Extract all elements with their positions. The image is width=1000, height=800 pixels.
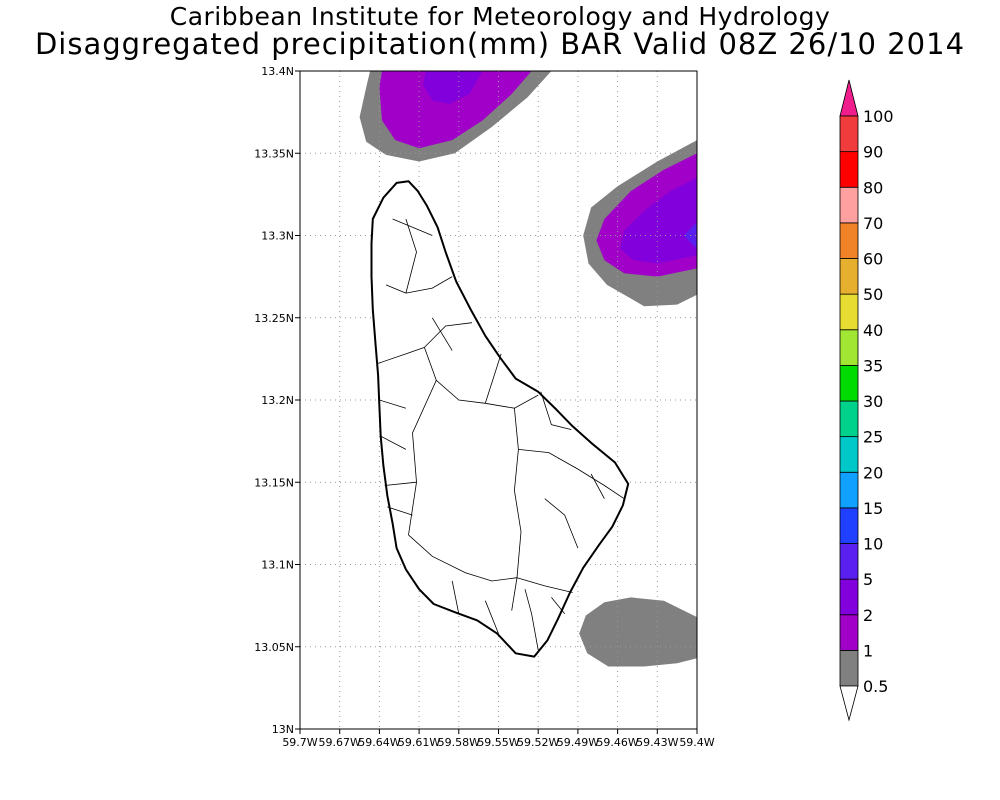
colorbar-label: 20 (863, 463, 883, 482)
parish-boundary-17 (380, 435, 407, 450)
parish-boundary-1 (376, 347, 425, 365)
lat-tick-label: 13.3N (261, 230, 294, 243)
colorbar-label: 40 (863, 321, 883, 340)
lon-tick-label: 59.61W (398, 736, 440, 749)
lon-tick-label: 59.67W (319, 736, 361, 749)
parish-boundary-19 (451, 580, 460, 614)
colorbar-label: 50 (863, 285, 883, 304)
lat-tick-label: 13.4N (261, 65, 294, 78)
lat-tick-label: 13.2N (261, 394, 294, 407)
parish-boundary-2 (424, 347, 486, 404)
lon-tick-label: 59.46W (596, 736, 638, 749)
parish-boundary-7 (384, 481, 417, 486)
chart-title-line1: Caribbean Institute for Meteorology and … (169, 2, 831, 31)
parish-boundary-11 (540, 391, 572, 430)
precip-area-1 (379, 71, 532, 149)
colorbar-box (839, 258, 859, 295)
colorbar-box (839, 400, 859, 438)
parish-boundary-12 (385, 284, 407, 294)
lat-tick-label: 13N (272, 723, 294, 736)
lat-axis: 13N 13.05N 13.1N 13.15N 13.2N 13.25N 13.3N 13.3… (254, 65, 300, 736)
parish-boundary-14 (405, 276, 453, 294)
colorbar-box (839, 436, 859, 473)
colorbar-label: 80 (863, 178, 883, 197)
colorbar-box (839, 649, 859, 687)
parish-boundary-5 (511, 408, 522, 611)
lon-tick-label: 59.52W (517, 736, 559, 749)
colorbar-label: 60 (863, 250, 883, 269)
parish-boundary-8 (408, 534, 518, 582)
precip-area-2 (423, 71, 483, 104)
colorbar-box (839, 186, 859, 224)
parish-boundary-0 (424, 322, 473, 348)
colorbar-label: 90 (863, 143, 883, 162)
lat-tick-label: 13.25N (254, 312, 294, 325)
colorbar-label: 35 (863, 356, 883, 375)
lon-tick-label: 59.43W (636, 736, 678, 749)
colorbar-label: 30 (863, 392, 883, 411)
precip-layer (359, 71, 697, 667)
colorbar-label: 100 (863, 107, 894, 126)
lon-tick-label: 59.7W (282, 736, 317, 749)
parish-boundary-16 (379, 399, 407, 409)
parish-boundary-10 (518, 449, 625, 500)
colorbar-box (839, 507, 859, 544)
colorbar-label: 5 (863, 570, 873, 589)
colorbar-label: 70 (863, 214, 883, 233)
colorbar-label: 1 (863, 641, 873, 660)
lon-tick-label: 59.4W (679, 736, 714, 749)
colorbar-label: 2 (863, 606, 873, 625)
colorbar-box (839, 293, 859, 331)
colorbar-box (839, 364, 859, 402)
lon-axis: 59.7W 59.67W59.64W59.61W59.58W59.55W59.52… (282, 729, 715, 749)
lat-tick-label: 13.35N (254, 147, 294, 160)
colorbar-box (839, 222, 859, 259)
colorbar-box (839, 543, 859, 580)
colorbar-box (839, 578, 859, 616)
island-outline-group (370, 180, 630, 658)
parish-boundary-3 (484, 353, 502, 404)
colorbar-box (839, 151, 859, 188)
colorbar-label: 25 (863, 428, 883, 447)
colorbar-label: 0.5 (863, 677, 888, 696)
parish-boundary-18 (387, 506, 413, 516)
lon-tick-label: 59.64W (358, 736, 400, 749)
colorbar-label: 15 (863, 499, 883, 518)
parish-boundary-15 (392, 218, 433, 236)
colorbar-box (839, 115, 859, 153)
island-outline (370, 180, 630, 658)
lat-tick-label: 13.15N (254, 476, 294, 489)
parish-boundary-6 (408, 380, 437, 535)
parish-boundary-13 (405, 218, 417, 294)
lat-tick-label: 13.05N (254, 641, 294, 654)
chart-title-line2: Disaggregated precipitation(mm) BAR Vali… (34, 27, 966, 61)
colorbar-boxes (839, 79, 859, 722)
lat-tick-label: 13.1N (261, 559, 294, 572)
parish-boundary-24 (590, 473, 605, 499)
parish-boundary-20 (484, 600, 499, 634)
parish-boundary-23 (544, 498, 579, 549)
parish-boundary-9 (516, 577, 573, 593)
lon-tick-label: 59.58W (438, 736, 480, 749)
parish-boundary-22 (551, 597, 566, 615)
parish-boundary-21 (524, 589, 539, 651)
colorbar-top-arrow (839, 79, 859, 117)
colorbar-bottom-arrow (839, 685, 859, 722)
colorbar-box (839, 471, 859, 509)
colorbar-box (839, 614, 859, 651)
parish-boundary-25 (431, 317, 453, 351)
colorbar-box (839, 329, 859, 366)
precip-area-7 (579, 597, 697, 667)
lon-tick-label: 59.49W (557, 736, 599, 749)
precip-area-5 (620, 177, 697, 264)
grid-lines (300, 71, 697, 729)
lon-tick-label: 59.55W (477, 736, 519, 749)
colorbar-label: 10 (863, 535, 883, 554)
